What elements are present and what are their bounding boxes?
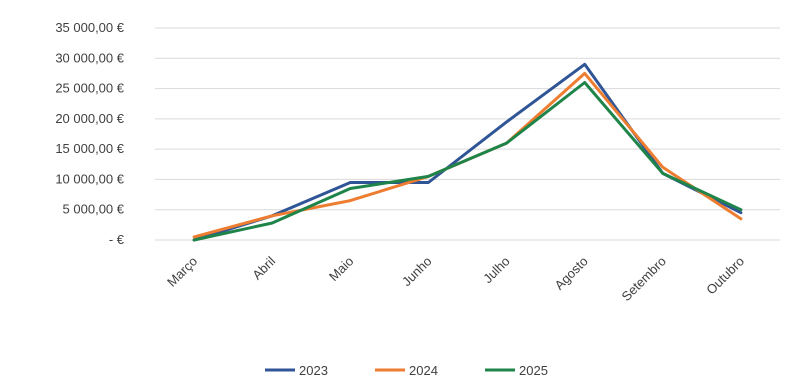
legend-label: 2024 [409, 363, 438, 378]
y-axis-ticks: - € 5 000,00 € 10 000,00 € 15 000,00 € 20 00… [55, 20, 124, 247]
y-tick-label: 25 000,00 € [55, 81, 124, 96]
x-axis-ticks: Março Abril Maio Junho Julho Agosto Setembro Ou… [164, 253, 747, 304]
y-tick-label: 5 000,00 € [63, 202, 125, 217]
x-tick-label: Outubro [703, 254, 747, 298]
x-tick-label: Julho [480, 254, 513, 287]
y-tick-label: 15 000,00 € [55, 141, 124, 156]
x-tick-label: Março [164, 254, 200, 290]
legend-label: 2025 [519, 363, 548, 378]
legend: 2023 2024 2025 [265, 363, 548, 378]
x-tick-label: Junho [399, 254, 435, 290]
x-tick-label: Agosto [552, 254, 591, 293]
y-tick-label: 10 000,00 € [55, 171, 124, 186]
series-lines [192, 62, 743, 242]
legend-label: 2023 [299, 363, 328, 378]
x-tick-label: Setembro [618, 254, 668, 304]
x-tick-label: Maio [326, 254, 357, 285]
y-tick-label: 20 000,00 € [55, 111, 124, 126]
gridlines [155, 27, 780, 241]
y-tick-label: - € [109, 232, 125, 247]
y-tick-label: 35 000,00 € [55, 20, 124, 35]
series-line-2025 [192, 81, 743, 242]
series-line-2023 [192, 62, 743, 242]
series-line-2024 [192, 71, 743, 239]
y-tick-label: 30 000,00 € [55, 50, 124, 65]
x-tick-label: Abril [249, 253, 278, 282]
